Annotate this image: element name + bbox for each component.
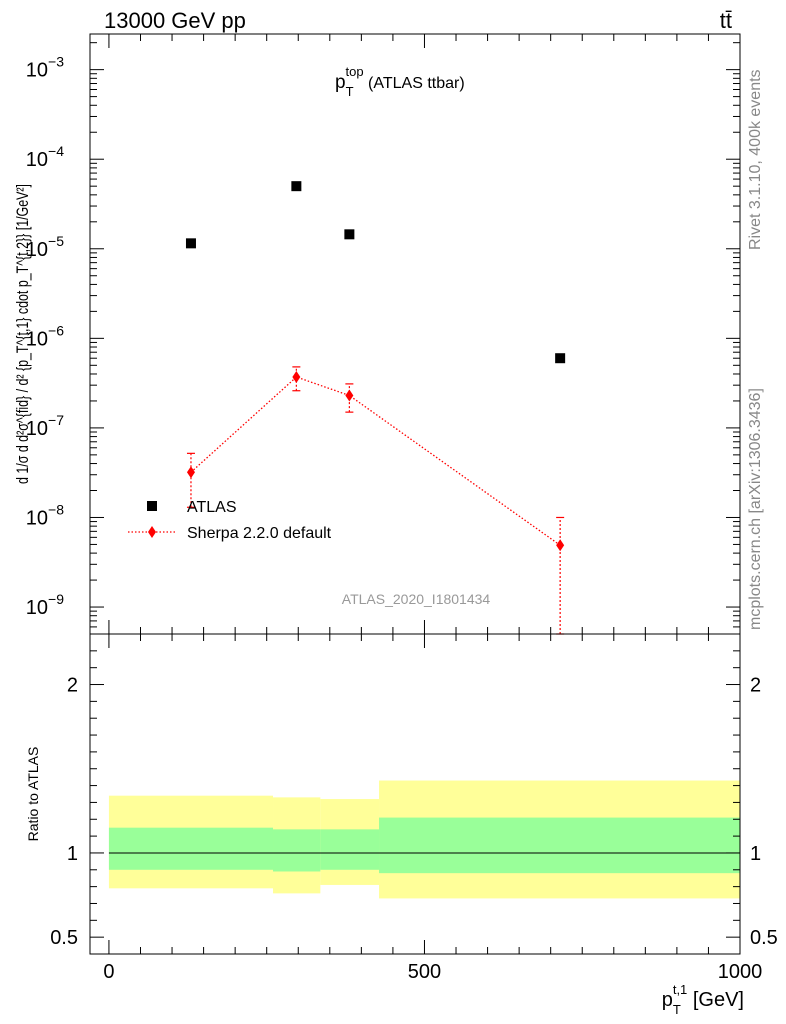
header-left: 13000 GeV pp: [104, 8, 246, 33]
ratio-y-tick-label-right: 0.5: [750, 927, 778, 949]
ratio-band-inner: [273, 829, 321, 872]
ratio-axes: 0.5 0.5 1 1 2 2 0 500 1000: [50, 633, 778, 983]
legend-atlas-label: ATLAS: [187, 499, 237, 516]
main-y-tick-exponent: −7: [48, 412, 64, 428]
legend-atlas-marker: [147, 501, 157, 511]
sherpa-line: [190, 376, 561, 546]
x-label-sub: T: [673, 1002, 681, 1017]
atlas-point: [344, 229, 355, 240]
atlas-point: [555, 353, 566, 364]
ratio-y-tick-label-left: 2: [67, 675, 78, 697]
ratio-x-tick-label: 1000: [718, 961, 763, 983]
rivet-label: Rivet 3.1.10, 400k events: [747, 69, 764, 250]
sherpa-point: [345, 389, 354, 402]
ratio-y-tick-label-left: 0.5: [50, 927, 78, 949]
main-y-tick-exponent: −3: [48, 54, 64, 70]
header-right: tt̄: [720, 8, 732, 33]
main-y-tick-exponent: −9: [48, 591, 64, 607]
ratio-band-inner: [108, 827, 274, 870]
legend: ATLAS Sherpa 2.2.0 default: [128, 499, 332, 542]
ratio-x-tick-label: 500: [408, 961, 441, 983]
main-title-sup: top: [346, 64, 364, 79]
x-label-base: p: [662, 989, 673, 1011]
ratio-y-tick-label-right: 1: [750, 843, 761, 865]
ratio-band-inner: [320, 829, 380, 870]
sherpa-point: [556, 539, 565, 552]
legend-sherpa-label: Sherpa 2.2.0 default: [187, 525, 332, 542]
ratio-y-label: Ratio to ATLAS: [25, 747, 41, 842]
ratio-y-tick-label-right: 2: [750, 675, 761, 697]
main-y-tick-label: 10−4: [26, 143, 64, 171]
main-title-base: p: [335, 72, 346, 93]
ratio-y-tick-label-left: 1: [67, 843, 78, 865]
main-y-tick-exponent: −4: [48, 143, 64, 159]
main-y-tick-exponent: −5: [48, 233, 64, 249]
atlas-point: [185, 238, 196, 249]
ratio-plot: 0.5 0.5 1 1 2 2 0 500 1000 Ratio to ATLAS pTt,1 …: [25, 633, 778, 1017]
main-y-tick-exponent: −8: [48, 501, 64, 517]
atlas-point: [291, 181, 302, 192]
x-label-suffix: [GeV]: [687, 989, 744, 1011]
x-label-sup: t,1: [673, 982, 687, 997]
main-series: [185, 181, 566, 635]
sherpa-point: [292, 371, 301, 384]
main-plot: 10−910−810−710−610−510−410−3 pTtop (ATLA…: [13, 33, 741, 635]
sherpa-point: [186, 466, 195, 479]
main-y-tick-label: 10−9: [26, 591, 64, 619]
ratio-band-inner: [379, 817, 740, 874]
mcplots-label: mcplots.cern.ch [arXiv:1306.3436]: [747, 388, 764, 630]
watermark: ATLAS_2020_I1801434: [342, 591, 491, 607]
main-y-label: d 1/σ d d²σ^{fid} / d² {p_T^{t,1} cdot p…: [13, 184, 32, 484]
legend-sherpa-marker: [148, 526, 156, 538]
ratio-x-label: pTt,1 [GeV]: [662, 982, 744, 1017]
ratio-x-tick-label: 0: [103, 961, 114, 983]
main-title-sub: T: [346, 84, 354, 99]
main-y-tick-exponent: −6: [48, 322, 64, 338]
main-title-suffix: (ATLAS ttbar): [364, 75, 465, 92]
ratio-plot-frame: [89, 633, 741, 955]
main-y-tick-label: 10−3: [26, 54, 64, 82]
main-title: pTtop (ATLAS ttbar): [335, 64, 465, 99]
main-plot-frame: [89, 33, 741, 635]
main-y-tick-label: 10−8: [26, 501, 64, 529]
ratio-bands: [108, 780, 740, 899]
main-y-axis: 10−910−810−710−610−510−410−3: [26, 34, 741, 635]
